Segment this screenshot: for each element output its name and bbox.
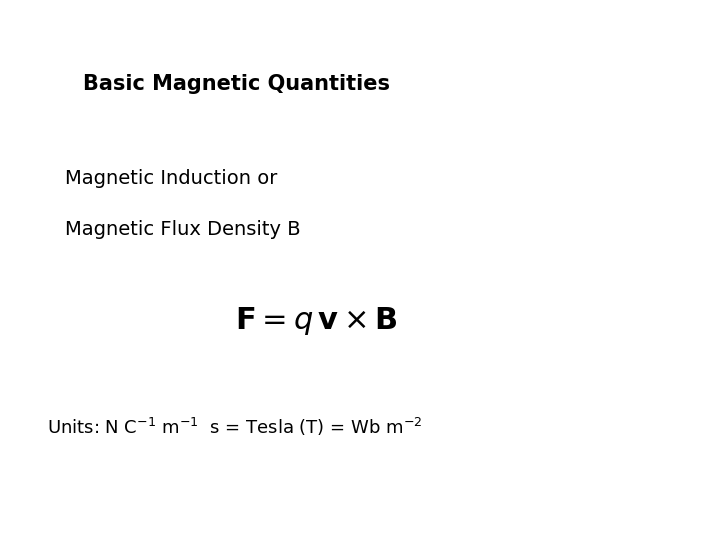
Text: Magnetic Flux Density B: Magnetic Flux Density B: [65, 220, 300, 239]
Text: Magnetic Induction or: Magnetic Induction or: [65, 168, 277, 188]
Text: Units: N C$^{-1}$ m$^{-1}$  s = Tesla (T) = Wb m$^{-2}$: Units: N C$^{-1}$ m$^{-1}$ s = Tesla (T)…: [47, 416, 422, 437]
Text: $\mathbf{F} = q\, \mathbf{v} \times \mathbf{B}$: $\mathbf{F} = q\, \mathbf{v} \times \mat…: [235, 305, 398, 338]
Text: Basic Magnetic Quantities: Basic Magnetic Quantities: [83, 73, 390, 94]
